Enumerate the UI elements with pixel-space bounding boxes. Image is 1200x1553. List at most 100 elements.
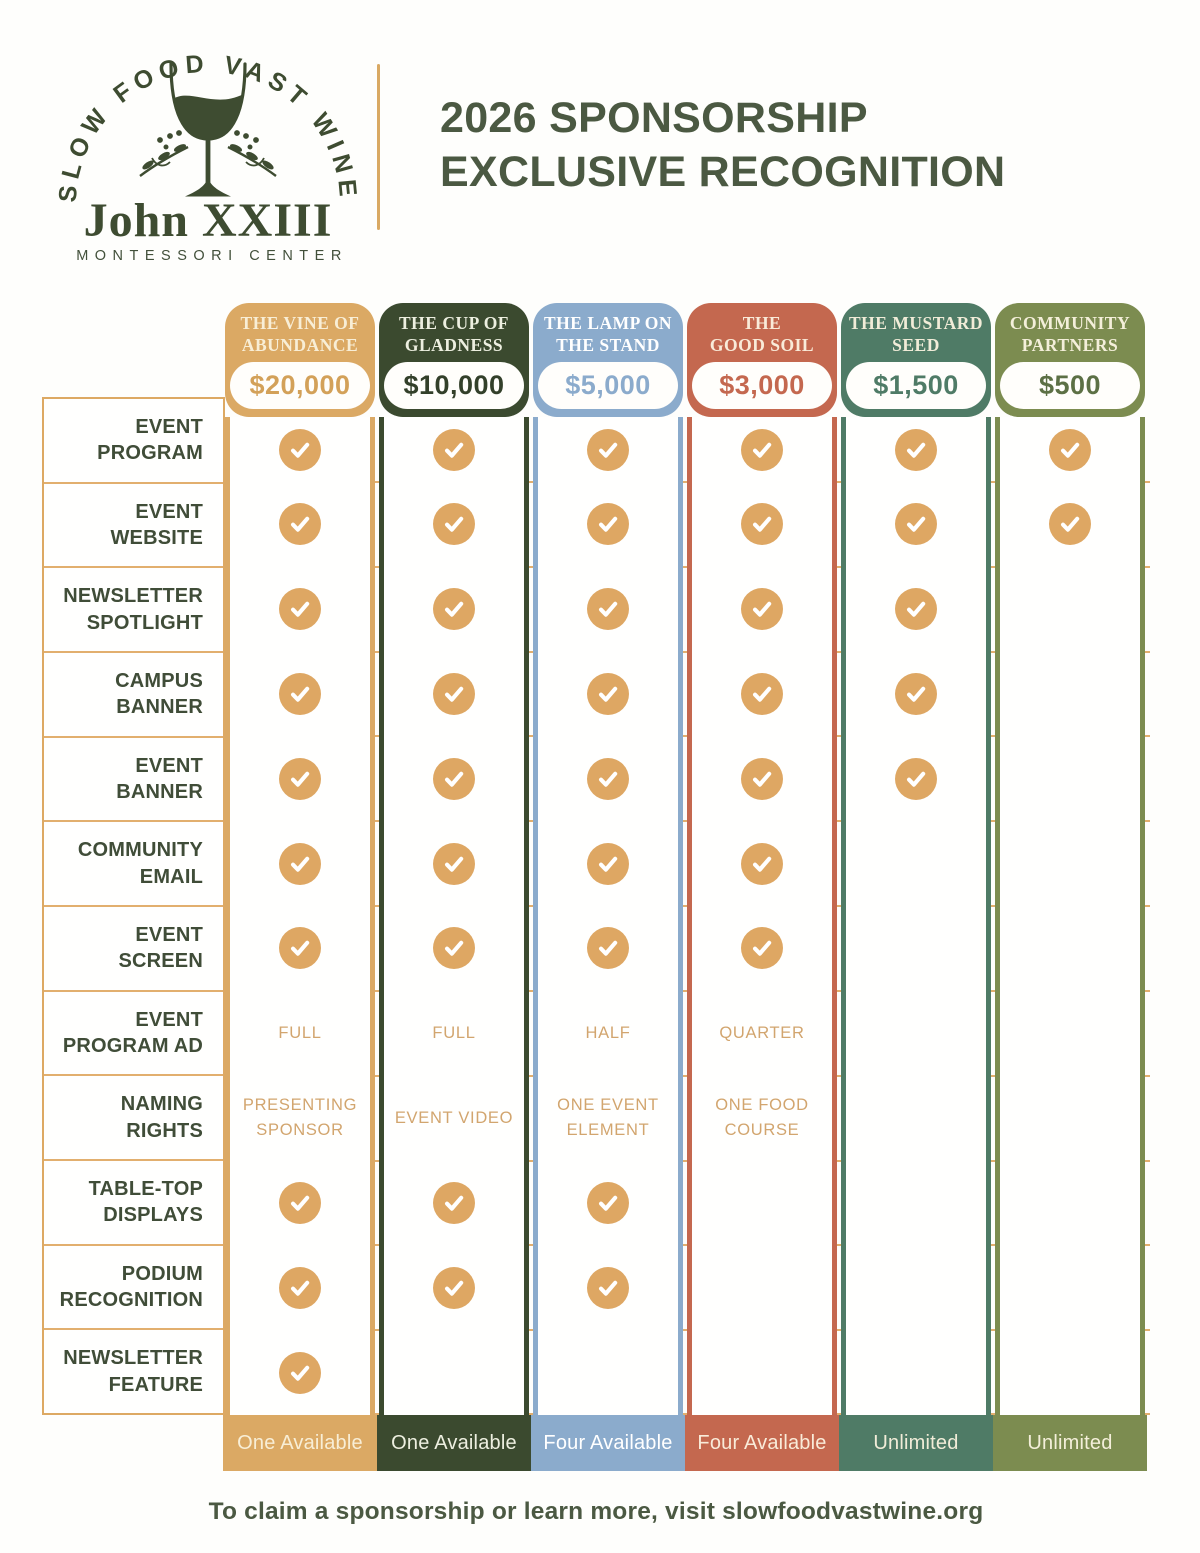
benefit-cell [384,567,524,652]
benefit-cell [384,821,524,906]
benefit-cell [692,1161,832,1246]
benefit-cell [692,567,832,652]
tier-availability-badge: One Available [377,1415,531,1471]
check-icon [1049,503,1091,545]
benefit-cell [538,567,678,652]
benefit-cell [538,417,678,482]
benefit-cell [846,736,986,821]
benefit-text: ONE EVENT ELEMENT [547,1093,669,1143]
check-icon [433,1182,475,1224]
tier-availability-badge: Four Available [685,1415,839,1471]
tier-price-pill: $500 [1000,362,1140,409]
benefit-cell [230,417,370,482]
benefit-cell [846,652,986,737]
row-label: NEWSLETTERFEATURE [44,1330,223,1413]
benefit-cell [1000,1330,1140,1415]
tier-column: THE LAMP ONTHE STAND $5,000 HALF ONE EVEN… [533,303,683,1471]
row-label: NEWSLETTERSPOTLIGHT [44,568,223,653]
benefit-cell [230,736,370,821]
check-icon [279,673,321,715]
sponsorship-flyer: SLOW FOOD VAST WINE [0,0,1200,1553]
check-icon [895,588,937,630]
footer-caption: To claim a sponsorship or learn more, vi… [42,1498,1150,1526]
benefit-cell [1000,417,1140,482]
check-icon [433,503,475,545]
tier-column-body [995,417,1145,1415]
benefit-cell: ONE EVENT ELEMENT [538,1076,678,1161]
benefit-text: PRESENTING SPONSOR [239,1093,361,1143]
benefit-cell [538,652,678,737]
row-label: PODIUMRECOGNITION [44,1246,223,1331]
check-icon [587,1267,629,1309]
check-icon [741,673,783,715]
tier-column-body [841,417,991,1415]
benefit-cell [692,417,832,482]
header-divider [377,64,380,230]
benefit-cell: ONE FOOD COURSE [692,1076,832,1161]
check-icon [741,429,783,471]
tier-price-pill: $1,500 [846,362,986,409]
check-icon [433,429,475,471]
benefit-cell [384,652,524,737]
vine-sprig-left [140,131,188,176]
tier-availability-badge: Four Available [531,1415,685,1471]
row-label: EVENTBANNER [44,738,223,823]
benefit-cell [846,1161,986,1246]
tier-price-pill: $10,000 [384,362,524,409]
tier-name: THEGOOD SOIL [687,303,837,357]
benefit-cell [230,821,370,906]
wine-glass-icon [171,64,245,197]
row-labels-column: EVENTPROGRAMEVENTWEBSITENEWSLETTERSPOTLI… [42,397,225,1415]
check-icon [741,503,783,545]
tier-header: THE VINE OFABUNDANCE $20,000 [225,303,375,417]
benefit-cell [230,1161,370,1246]
benefit-cell [230,652,370,737]
check-icon [587,673,629,715]
check-icon [433,673,475,715]
check-icon [587,1182,629,1224]
tier-name: THE CUP OFGLADNESS [379,303,529,357]
sponsorship-table: EVENTPROGRAMEVENTWEBSITENEWSLETTERSPOTLI… [42,303,1150,1475]
check-icon [587,927,629,969]
benefit-cell: FULL [384,991,524,1076]
row-label: COMMUNITYEMAIL [44,822,223,907]
check-icon [433,1267,475,1309]
benefit-cell [1000,736,1140,821]
check-icon [741,588,783,630]
benefit-cell [538,1161,678,1246]
benefit-cell [1000,482,1140,567]
check-icon [587,758,629,800]
benefit-cell [1000,567,1140,652]
vine-sprig-right [228,131,276,176]
check-icon [279,758,321,800]
benefit-cell [846,567,986,652]
benefit-cell [384,1330,524,1415]
tier-header: THE LAMP ONTHE STAND $5,000 [533,303,683,417]
page-title: 2026 SPONSORSHIP EXCLUSIVE RECOGNITION [440,92,1005,200]
tier-price-pill: $20,000 [230,362,370,409]
tier-name: THE VINE OFABUNDANCE [225,303,375,357]
check-icon [279,588,321,630]
benefit-text: HALF [586,1021,631,1046]
benefit-cell: FULL [230,991,370,1076]
tier-column-body: FULLEVENT VIDEO [379,417,529,1415]
row-label: NAMINGRIGHTS [44,1076,223,1161]
check-icon [279,1182,321,1224]
benefit-cell [692,736,832,821]
tier-column-body: QUARTERONE FOOD COURSE [687,417,837,1415]
benefit-cell [692,482,832,567]
benefit-cell [538,1330,678,1415]
benefit-cell [384,482,524,567]
benefit-text: FULL [432,1021,475,1046]
benefit-cell [1000,1161,1140,1246]
check-icon [895,673,937,715]
check-icon [279,1267,321,1309]
check-icon [279,843,321,885]
benefit-cell [230,482,370,567]
check-icon [895,503,937,545]
tier-availability-badge: One Available [223,1415,377,1471]
tier-price-pill: $3,000 [692,362,832,409]
logo-name-text: John XXIII [84,194,333,247]
check-icon [741,927,783,969]
check-icon [279,1352,321,1394]
